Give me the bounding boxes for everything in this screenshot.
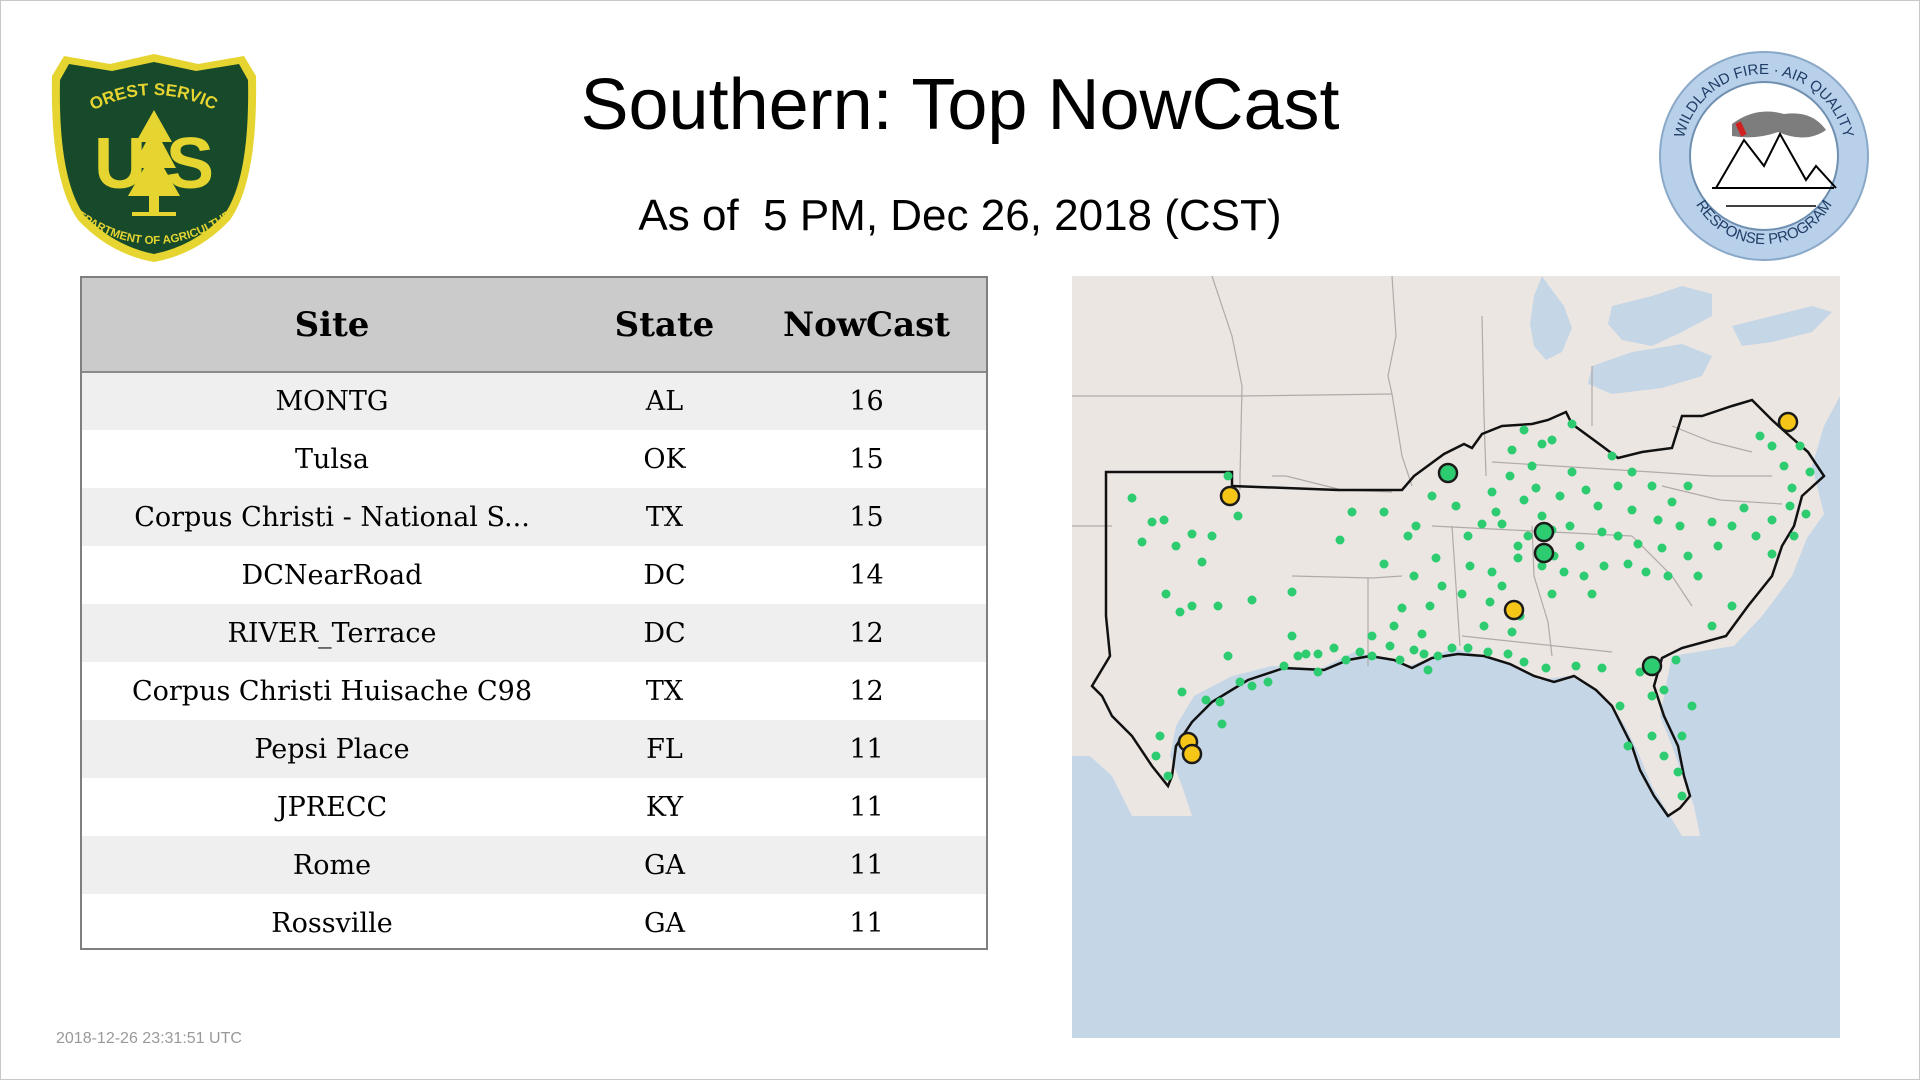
nowcast-cell: 12 <box>849 675 884 707</box>
table-row: Pepsi Place FL 11 <box>82 720 986 778</box>
nowcast-cell: 15 <box>849 443 884 475</box>
table-row: Corpus Christi Huisache C98 TX 12 <box>82 662 986 720</box>
state-cell: GA <box>643 907 686 939</box>
state-cell: FL <box>646 733 683 765</box>
nowcast-cell: 11 <box>849 791 884 823</box>
header-state: State <box>614 304 715 345</box>
site-cell: DCNearRoad <box>241 559 423 591</box>
southern-region-boundary <box>1090 398 1826 818</box>
site-cell: Corpus Christi - National S... <box>134 501 530 533</box>
nowcast-cell: 12 <box>849 617 884 649</box>
southern-region-map <box>1072 276 1840 1038</box>
table-row: Tulsa OK 15 <box>82 430 986 488</box>
header-nowcast: NowCast <box>783 304 950 345</box>
top-nowcast-table: Site State NowCast MONTG AL 16 Tulsa OK 15 C… <box>80 276 988 950</box>
forest-service-logo: FOREST SERVICE U S DEPARTMENT OF AGRICUL… <box>48 50 257 262</box>
nowcast-cell: 11 <box>849 849 884 881</box>
site-cell: Pepsi Place <box>254 733 410 765</box>
state-cell: TX <box>645 501 684 533</box>
table-header-row: Site State NowCast <box>82 278 986 372</box>
good-station-markers <box>1437 462 1663 677</box>
header-site: Site <box>294 304 370 345</box>
state-cell: KY <box>645 791 684 823</box>
table-row: DCNearRoad DC 14 <box>82 546 986 604</box>
state-cell: AL <box>645 386 684 417</box>
site-cell: MONTG <box>275 386 389 417</box>
page-title: Southern: Top NowCast <box>580 65 1340 145</box>
wfaqrp-logo: WILDLAND FIRE · AIR QUALITY RESPONSE PRO… <box>1659 51 1869 261</box>
nowcast-cell: 16 <box>849 386 884 417</box>
site-cell: Corpus Christi Huisache C98 <box>131 675 533 707</box>
site-cell: Rossville <box>271 907 393 939</box>
nowcast-cell: 11 <box>849 907 884 939</box>
state-cell: DC <box>643 617 686 649</box>
table-row: RIVER_Terrace DC 12 <box>82 604 986 662</box>
table-row: MONTG AL 16 <box>82 372 986 430</box>
nowcast-cell: 15 <box>849 501 884 533</box>
table-row: JPRECC KY 11 <box>82 778 986 836</box>
state-cell: TX <box>645 675 684 707</box>
table-row: Rossville GA 11 <box>82 894 986 948</box>
table-row: Corpus Christi - National S... TX 15 <box>82 488 986 546</box>
site-cell: Tulsa <box>295 443 369 475</box>
nowcast-cell: 11 <box>849 733 884 765</box>
generated-timestamp: 2018-12-26 23:31:51 UTC <box>56 1030 242 1047</box>
site-cell: Rome <box>292 849 372 881</box>
state-cell: OK <box>643 443 686 475</box>
page-subtitle: As of 5 PM, Dec 26, 2018 (CST) <box>638 191 1282 240</box>
site-cell: JPRECC <box>276 791 388 823</box>
moderate-station-markers <box>1177 411 1799 765</box>
table-row: Rome GA 11 <box>82 836 986 894</box>
nowcast-cell: 14 <box>849 559 884 591</box>
air-monitor-markers <box>1127 411 1815 801</box>
state-cell: DC <box>643 559 686 591</box>
site-cell: RIVER_Terrace <box>227 617 437 649</box>
state-cell: GA <box>643 849 686 881</box>
